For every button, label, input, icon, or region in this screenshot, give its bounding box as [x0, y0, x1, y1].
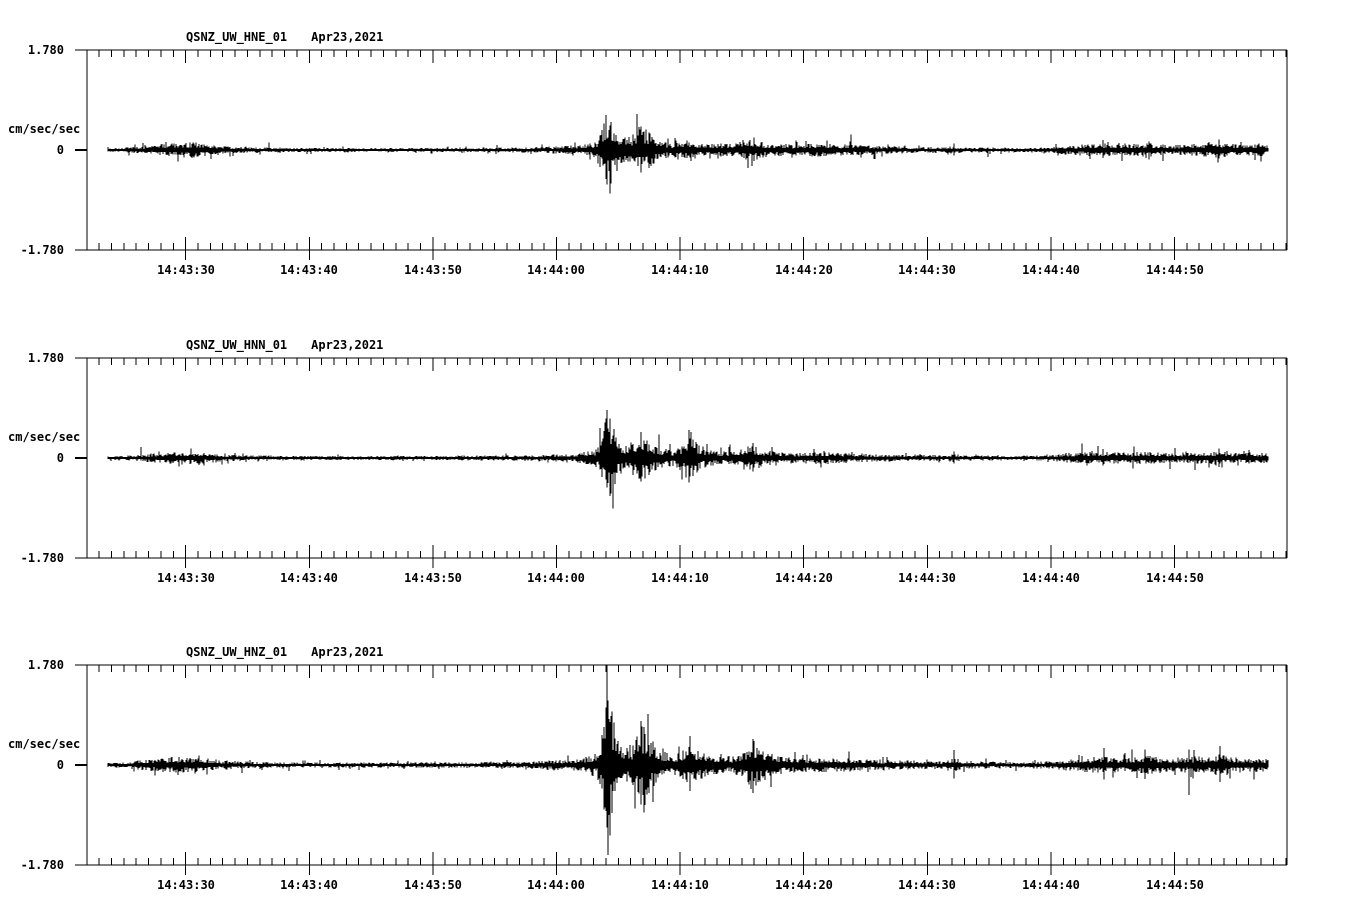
plot-HNN: [75, 357, 1288, 568]
x-tick-label: 14:44:10: [651, 263, 709, 277]
date-label: Apr23,2021: [311, 645, 384, 659]
x-tick-label: 14:44:30: [898, 571, 956, 585]
panel-title: QSNZ_UW_HNZ_01 Apr23,2021: [186, 645, 383, 660]
y-axis-units-label: cm/sec/sec: [8, 737, 81, 751]
x-axis-tick-labels: 14:43:30 14:43:40 14:43:50 14:44:00 14:44:10…: [0, 262, 1358, 278]
x-tick-label: 14:43:50: [404, 263, 462, 277]
x-tick-label: 14:44:00: [527, 571, 585, 585]
y-axis-zero-label: 0: [56, 758, 64, 772]
x-tick-label: 14:44:20: [775, 571, 833, 585]
station-channel-label: QSNZ_UW_HNZ_01: [186, 645, 288, 659]
x-tick-label: 14:44:00: [527, 263, 585, 277]
y-axis-max-label: 1.780: [27, 351, 64, 365]
x-tick-label: 14:44:00: [527, 878, 585, 892]
y-axis-zero-label: 0: [56, 451, 64, 465]
date-label: Apr23,2021: [311, 338, 384, 352]
x-tick-label: 14:43:30: [157, 878, 215, 892]
x-tick-label: 14:44:20: [775, 263, 833, 277]
x-tick-label: 14:43:40: [280, 263, 338, 277]
x-axis-tick-labels: 14:43:30 14:43:40 14:43:50 14:44:00 14:44:10…: [0, 570, 1358, 586]
waveform-trace-HNE: [107, 114, 1269, 194]
x-tick-label: 14:43:50: [404, 571, 462, 585]
plot-frame: [75, 49, 1288, 251]
x-tick-label: 14:44:10: [651, 571, 709, 585]
panel-title: QSNZ_UW_HNN_01 Apr23,2021: [186, 338, 383, 353]
panel-title: QSNZ_UW_HNE_01 Apr23,2021: [186, 30, 383, 45]
station-channel-label: QSNZ_UW_HNE_01: [186, 30, 288, 44]
time-ticks: [98, 665, 1287, 875]
waveform-trace-HNN: [107, 410, 1269, 509]
plot-HNZ: [75, 664, 1288, 875]
x-tick-label: 14:44:10: [651, 878, 709, 892]
y-axis-min-label: -1.780: [20, 243, 64, 257]
y-axis-min-label: -1.780: [20, 858, 64, 872]
x-tick-label: 14:44:20: [775, 878, 833, 892]
y-axis-zero-label: 0: [56, 143, 64, 157]
x-tick-label: 14:44:50: [1146, 571, 1204, 585]
x-axis-tick-labels: 14:43:30 14:43:40 14:43:50 14:44:00 14:44:10…: [0, 877, 1358, 893]
plot-HNE: [75, 49, 1288, 260]
time-ticks: [98, 358, 1287, 568]
waveform-trace-HNZ: [107, 665, 1269, 855]
plot-frame: [75, 664, 1288, 866]
x-tick-label: 14:43:30: [157, 571, 215, 585]
x-tick-label: 14:44:40: [1022, 571, 1080, 585]
date-label: Apr23,2021: [311, 30, 384, 44]
x-tick-label: 14:44:50: [1146, 878, 1204, 892]
y-axis-units-label: cm/sec/sec: [8, 430, 81, 444]
x-tick-label: 14:43:40: [280, 878, 338, 892]
x-tick-label: 14:44:30: [898, 263, 956, 277]
plot-frame: [75, 357, 1288, 559]
time-ticks: [98, 50, 1287, 260]
x-tick-label: 14:44:40: [1022, 263, 1080, 277]
y-axis-max-label: 1.780: [27, 43, 64, 57]
x-tick-label: 14:44:30: [898, 878, 956, 892]
x-tick-label: 14:43:50: [404, 878, 462, 892]
y-axis-units-label: cm/sec/sec: [8, 122, 81, 136]
y-axis-min-label: -1.780: [20, 551, 64, 565]
x-tick-label: 14:44:50: [1146, 263, 1204, 277]
x-tick-label: 14:43:30: [157, 263, 215, 277]
x-tick-label: 14:43:40: [280, 571, 338, 585]
y-axis-max-label: 1.780: [27, 658, 64, 672]
x-tick-label: 14:44:40: [1022, 878, 1080, 892]
station-channel-label: QSNZ_UW_HNN_01: [186, 338, 288, 352]
